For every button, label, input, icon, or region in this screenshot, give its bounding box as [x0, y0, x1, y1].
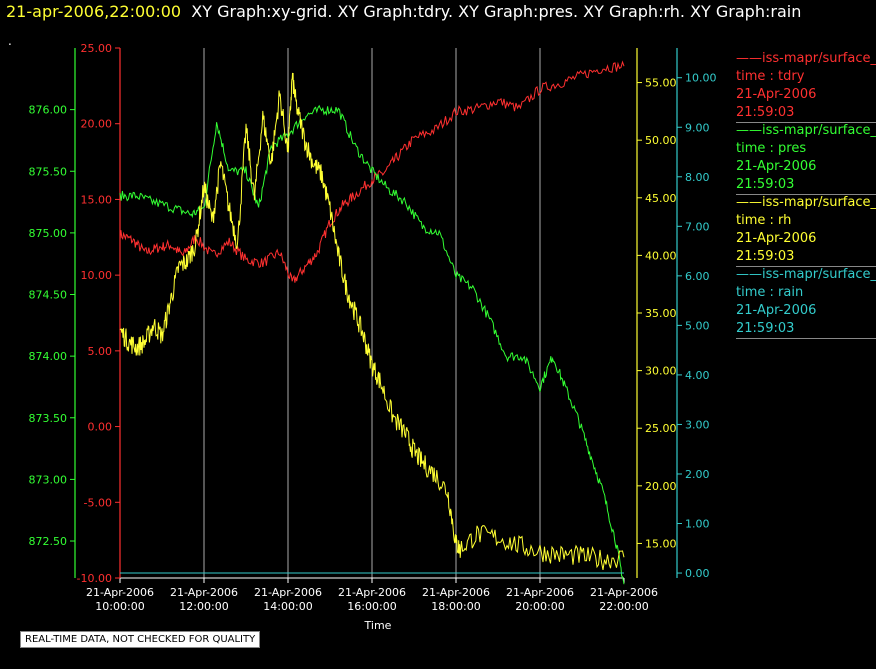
pres-tick-label: 872.50 [29, 535, 68, 548]
rh-tick-label: 20.00 [645, 480, 677, 493]
rh-series-line [119, 72, 625, 570]
tdry-series-line [119, 60, 625, 283]
rh-tick-label: 50.00 [645, 134, 677, 147]
legend-time: 21:59:03 [736, 177, 795, 192]
tdry-tick-label: 0.00 [88, 421, 113, 434]
rh-tick-label: 25.00 [645, 422, 677, 435]
legend-separator [736, 266, 876, 267]
tdry-tick-label: 20.00 [81, 118, 113, 131]
legend-var: time : rh [736, 213, 792, 228]
x-tick-label-time: 14:00:00 [263, 600, 312, 613]
legend-date: 21-Apr-2006 [736, 231, 817, 246]
rh-tick-label: 55.00 [645, 77, 677, 90]
pres-tick-label: 874.00 [29, 350, 68, 363]
x-axis-label: Time [364, 619, 392, 632]
status-dot: . [8, 34, 12, 48]
x-tick-label-time: 22:00:00 [599, 600, 648, 613]
pres-series-line [119, 104, 625, 585]
x-tick-label-date: 21-Apr-2006 [338, 586, 406, 599]
rh-tick-label: 15.00 [645, 537, 677, 550]
pres-tick-label: 874.50 [29, 289, 68, 302]
rain-tick-label: 8.00 [685, 171, 710, 184]
legend-separator [736, 122, 876, 123]
legend-date: 21-Apr-2006 [736, 303, 817, 318]
legend-date: 21-Apr-2006 [736, 87, 817, 102]
x-tick-label-date: 21-Apr-2006 [506, 586, 574, 599]
tdry-tick-label: 5.00 [88, 345, 113, 358]
quality-disclaimer: REAL-TIME DATA, NOT CHECKED FOR QUALITY [20, 631, 261, 648]
tdry-tick-label: -5.00 [84, 496, 112, 509]
pres-tick-label: 875.00 [29, 227, 68, 240]
x-tick-label-date: 21-Apr-2006 [170, 586, 238, 599]
rain-tick-label: 9.00 [685, 121, 710, 134]
legend-date: 21-Apr-2006 [736, 159, 817, 174]
pres-tick-label: 873.50 [29, 412, 68, 425]
legend-var: time : pres [736, 141, 807, 156]
tdry-tick-label: -10.00 [77, 572, 112, 585]
pres-tick-label: 875.50 [29, 165, 68, 178]
x-tick-label-date: 21-Apr-2006 [254, 586, 322, 599]
pres-tick-label: 876.00 [29, 104, 68, 117]
header-graph-list: XY Graph:xy-grid. XY Graph:tdry. XY Grap… [191, 2, 802, 21]
legend-series-name: ——iss-mapr/surface_m [736, 195, 876, 210]
legend-var: time : tdry [736, 69, 805, 84]
rain-tick-label: 4.00 [685, 369, 710, 382]
rain-tick-label: 10.00 [685, 72, 717, 85]
rain-tick-label: 5.00 [685, 319, 710, 332]
legend-time: 21:59:03 [736, 321, 795, 336]
rain-tick-label: 2.00 [685, 468, 710, 481]
x-tick-label-date: 21-Apr-2006 [422, 586, 490, 599]
x-tick-label-time: 18:00:00 [431, 600, 480, 613]
x-tick-label-time: 12:00:00 [179, 600, 228, 613]
tdry-tick-label: 25.00 [81, 42, 113, 55]
legend-series-name: ——iss-mapr/surface_m [736, 267, 876, 282]
legend-separator [736, 338, 876, 339]
rain-tick-label: 1.00 [685, 518, 710, 531]
header-title: 21-apr-2006,22:00:00 XY Graph:xy-grid. X… [6, 2, 801, 21]
rh-tick-label: 30.00 [645, 365, 677, 378]
rain-tick-label: 0.00 [685, 567, 710, 580]
pres-tick-label: 873.00 [29, 473, 68, 486]
legend-series-name: ——iss-mapr/surface_m [736, 51, 876, 66]
legend-var: time : rain [736, 285, 804, 300]
rain-tick-label: 7.00 [685, 220, 710, 233]
header-timestamp: 21-apr-2006,22:00:00 [6, 2, 182, 21]
rh-tick-label: 40.00 [645, 249, 677, 262]
x-tick-label-time: 10:00:00 [95, 600, 144, 613]
x-tick-label-time: 20:00:00 [515, 600, 564, 613]
legend-time: 21:59:03 [736, 249, 795, 264]
rh-tick-label: 45.00 [645, 192, 677, 205]
legend-series-name: ——iss-mapr/surface_m [736, 123, 876, 138]
legend-separator [736, 194, 876, 195]
legend-time: 21:59:03 [736, 105, 795, 120]
x-tick-label-time: 16:00:00 [347, 600, 396, 613]
x-tick-label-date: 21-Apr-2006 [86, 586, 154, 599]
tdry-tick-label: 15.00 [81, 193, 113, 206]
x-tick-label-date: 21-Apr-2006 [590, 586, 658, 599]
rain-tick-label: 6.00 [685, 270, 710, 283]
rh-tick-label: 35.00 [645, 307, 677, 320]
rain-tick-label: 3.00 [685, 418, 710, 431]
tdry-tick-label: 10.00 [81, 269, 113, 282]
